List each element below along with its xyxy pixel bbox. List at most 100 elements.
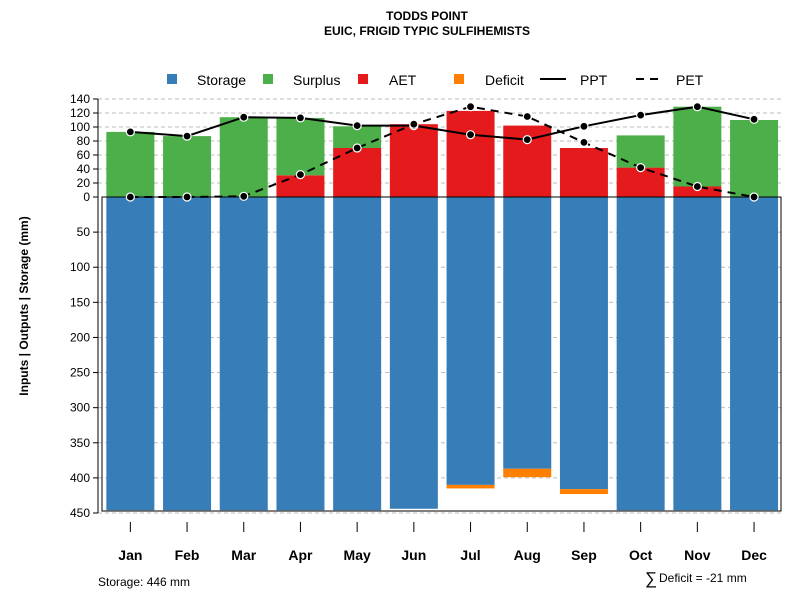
legend-storage-swatch bbox=[167, 74, 177, 84]
x-tick-label-feb: Feb bbox=[175, 547, 200, 563]
ppt-point bbox=[749, 114, 759, 124]
legend-storage-label: Storage bbox=[197, 72, 246, 88]
y-axis-label: Inputs | Outputs | Storage (mm) bbox=[17, 216, 31, 395]
storage-bar-sep bbox=[559, 197, 608, 490]
legend-pet-label: PET bbox=[676, 72, 704, 88]
storage-bar-jan bbox=[106, 197, 155, 511]
x-tick-label-jan: Jan bbox=[118, 547, 142, 563]
legend-aet-label: AET bbox=[389, 72, 417, 88]
y-tick-label: 50 bbox=[77, 225, 91, 239]
surplus-bar-may bbox=[333, 126, 382, 148]
ppt-point bbox=[239, 112, 249, 122]
aet-bar-oct bbox=[616, 167, 665, 197]
y-tick-label: 140 bbox=[70, 92, 90, 106]
surplus-bar-apr bbox=[276, 117, 325, 176]
bars bbox=[101, 106, 782, 512]
storage-frame bbox=[101, 196, 782, 512]
ppt-point bbox=[295, 113, 306, 123]
storage-bar-apr bbox=[276, 197, 325, 511]
pet-point bbox=[182, 192, 192, 202]
storage-bar-nov bbox=[673, 197, 722, 511]
storage-bar-oct bbox=[616, 197, 665, 511]
pet-point bbox=[295, 170, 306, 180]
legend-surplus-label: Surplus bbox=[293, 72, 340, 88]
ppt-point bbox=[522, 135, 532, 145]
y-tick-label: 20 bbox=[77, 176, 91, 190]
legend-surplus-swatch bbox=[263, 74, 273, 84]
y-tick-label: 120 bbox=[70, 106, 90, 120]
y-tick-label: 400 bbox=[70, 471, 90, 485]
pet-line bbox=[130, 105, 755, 198]
legend: Storage Surplus AET Deficit PPT PET bbox=[167, 72, 704, 88]
y-axis: 0204060801001201405010015020025030035040… bbox=[70, 92, 99, 520]
deficit-bar-sep bbox=[559, 489, 608, 495]
pet-point bbox=[239, 191, 249, 201]
pet-point bbox=[409, 119, 419, 129]
pet-point bbox=[749, 192, 759, 202]
chart-subtitle: EUIC, FRIGID TYPIC SULFIHEMISTS bbox=[324, 24, 530, 38]
pet-point bbox=[352, 143, 362, 153]
deficit-summary: Deficit = -21 mm bbox=[659, 571, 747, 585]
x-tick-label-sep: Sep bbox=[571, 547, 597, 563]
aet-bar-jul bbox=[446, 110, 495, 197]
x-tick-label-mar: Mar bbox=[231, 547, 256, 563]
surplus-bar-jan bbox=[106, 131, 155, 197]
ppt-point bbox=[182, 131, 192, 141]
y-tick-label: 100 bbox=[70, 120, 90, 134]
storage-bar-jul bbox=[446, 197, 495, 485]
pet-point bbox=[522, 111, 532, 122]
y-tick-label: 350 bbox=[70, 436, 90, 450]
x-tick-label-apr: Apr bbox=[288, 547, 313, 563]
surplus-bar-mar bbox=[219, 117, 268, 197]
storage-bar-dec bbox=[730, 197, 779, 511]
storage-bar-aug bbox=[503, 197, 552, 469]
legend-deficit-swatch bbox=[454, 74, 464, 84]
pet-point bbox=[465, 102, 476, 112]
x-tick-label-aug: Aug bbox=[514, 547, 541, 563]
storage-bar-jun bbox=[389, 197, 438, 509]
x-axis: Jan Feb Mar Apr May Jun Jul Aug Sep Oct Nov Dec bbox=[118, 522, 767, 563]
y-tick-label: 100 bbox=[70, 260, 90, 274]
x-tick-label-may: May bbox=[344, 547, 371, 563]
series-lines bbox=[125, 102, 759, 202]
deficit-bar-jul bbox=[446, 484, 495, 489]
aet-bar-jun bbox=[389, 124, 438, 197]
y-tick-label: 150 bbox=[70, 295, 90, 309]
ppt-point bbox=[352, 120, 362, 131]
aet-bar-apr bbox=[276, 175, 325, 197]
legend-aet-swatch bbox=[358, 74, 368, 84]
storage-bar-feb bbox=[163, 197, 212, 511]
pet-point bbox=[579, 137, 589, 147]
x-tick-label-jun: Jun bbox=[401, 547, 426, 563]
y-tick-label: 60 bbox=[77, 148, 91, 162]
y-tick-label: 40 bbox=[77, 162, 91, 176]
storage-bar-may bbox=[333, 197, 382, 511]
y-tick-label: 0 bbox=[83, 190, 90, 204]
pet-point bbox=[692, 181, 702, 192]
x-tick-label-nov: Nov bbox=[684, 547, 711, 563]
ppt-point bbox=[692, 102, 702, 112]
legend-ppt-label: PPT bbox=[580, 72, 608, 88]
pet-point bbox=[636, 163, 646, 173]
storage-bar-mar bbox=[219, 197, 268, 511]
surplus-bar-nov bbox=[673, 106, 722, 187]
x-tick-label-jul: Jul bbox=[460, 547, 480, 563]
aet-bar-may bbox=[333, 148, 382, 197]
x-tick-label-dec: Dec bbox=[741, 547, 767, 563]
sum-symbol: ∑ bbox=[645, 569, 657, 588]
storage-summary: Storage: 446 mm bbox=[98, 575, 190, 589]
x-tick-label-oct: Oct bbox=[629, 547, 653, 563]
y-tick-label: 250 bbox=[70, 366, 90, 380]
surplus-bar-feb bbox=[163, 136, 212, 197]
aet-bar-nov bbox=[673, 186, 722, 197]
ppt-point bbox=[636, 110, 646, 120]
ppt-point bbox=[465, 130, 476, 140]
deficit-bar-aug bbox=[503, 468, 552, 478]
aet-bar-sep bbox=[559, 148, 608, 197]
surplus-bar-dec bbox=[730, 120, 779, 197]
surplus-bar-oct bbox=[616, 135, 665, 168]
pet-point bbox=[125, 192, 135, 202]
y-tick-label: 80 bbox=[77, 134, 91, 148]
ppt-point bbox=[579, 121, 589, 131]
